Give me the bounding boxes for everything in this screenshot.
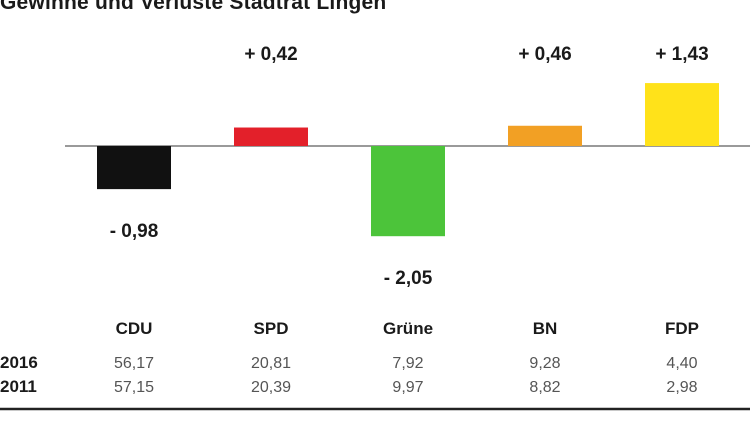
bar-fdp [645, 83, 719, 146]
value-label-cdu: - 0,98 [110, 221, 159, 242]
table-cell: 7,92 [392, 355, 423, 372]
table-cell: 9,28 [529, 355, 560, 372]
value-label-fdp: + 1,43 [655, 44, 708, 65]
bars [97, 83, 719, 237]
table-cell: 57,15 [114, 379, 154, 396]
value-label-gruene: - 2,05 [384, 268, 433, 289]
bar-gruene [371, 146, 445, 237]
party-labels: CDU SPD Grüne BN FDP [116, 319, 699, 338]
table-cell: 4,40 [666, 355, 697, 372]
party-label-spd: SPD [254, 319, 289, 338]
bar-cdu [97, 146, 171, 190]
party-label-cdu: CDU [116, 319, 153, 338]
value-label-spd: + 0,42 [244, 44, 297, 65]
table-cell: 20,81 [251, 355, 291, 372]
table-cell: 56,17 [114, 355, 154, 372]
bar-spd [234, 127, 308, 146]
party-label-bn: BN [533, 319, 558, 338]
party-label-fdp: FDP [665, 319, 699, 338]
table-cell: 9,97 [392, 379, 423, 396]
chart-title: Gewinne und Verluste Stadtrat Lingen [0, 0, 387, 14]
table-cell: 20,39 [251, 379, 291, 396]
year-label-2011: 2011 [0, 377, 37, 396]
table-cell: 8,82 [529, 379, 560, 396]
party-label-gruene: Grüne [383, 319, 433, 338]
value-labels: - 0,98 + 0,42 - 2,05 + 0,46 + 1,43 [110, 44, 709, 289]
table-cell: 2,98 [666, 379, 697, 396]
year-label-2016: 2016 [0, 353, 38, 372]
results-table: 2016 56,17 20,81 7,92 9,28 4,40 2011 57,15 20,39… [0, 353, 698, 396]
bar-bn [508, 125, 582, 146]
value-label-bn: + 0,46 [518, 44, 571, 65]
